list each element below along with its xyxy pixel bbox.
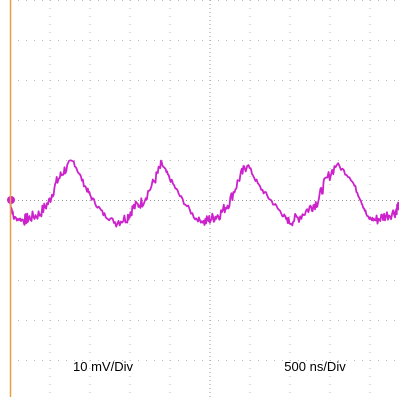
grid xyxy=(10,0,399,397)
horizontal-scale-label: 500 ns/Div xyxy=(284,359,346,374)
trace-layer xyxy=(7,159,399,228)
vertical-scale-label: 10 mV/Div xyxy=(73,359,133,374)
waveform-trace xyxy=(9,159,399,228)
